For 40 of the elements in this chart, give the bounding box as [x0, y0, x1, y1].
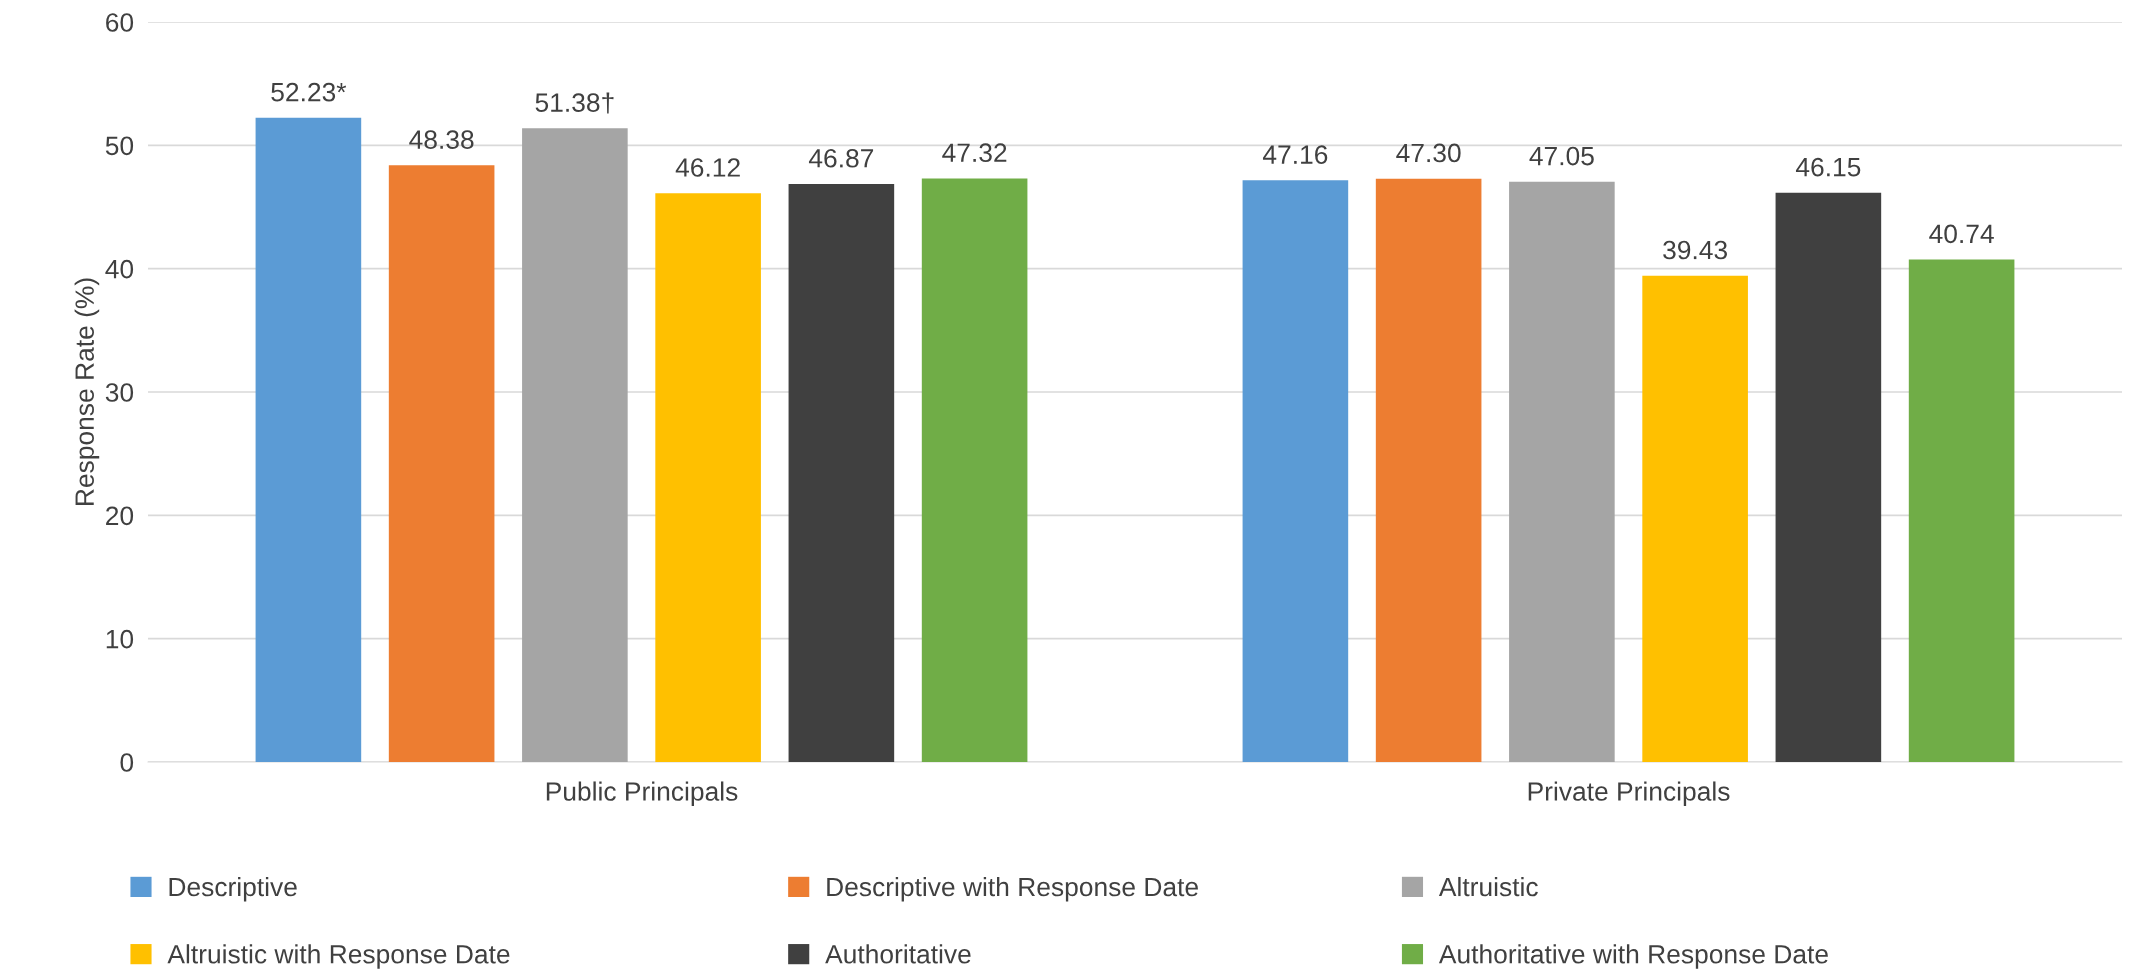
- bar: [522, 128, 628, 762]
- data-label: 52.23*: [271, 82, 347, 102]
- x-tick-label: Public Principals: [546, 781, 738, 807]
- data-label: 46.87: [808, 148, 874, 168]
- y-tick-label: 0: [120, 753, 134, 772]
- bar: [655, 193, 761, 762]
- bar: [921, 178, 1028, 762]
- legend-label: Authoritative: [825, 944, 971, 964]
- x-tick-label: Private Principals: [1528, 781, 1730, 807]
- y-axis-title: Response Rate (%): [74, 278, 100, 505]
- bar: [1375, 178, 1482, 762]
- y-tick-label: 10: [106, 629, 134, 649]
- bar: [788, 183, 895, 762]
- bar: [1509, 181, 1615, 762]
- data-label: 48.38: [409, 130, 474, 149]
- data-label: 39.43: [1663, 240, 1727, 260]
- data-label: 47.05: [1529, 146, 1594, 166]
- legend-label: Descriptive with Response Date: [827, 876, 1198, 902]
- bar: [388, 165, 495, 762]
- y-tick-label: 20: [106, 506, 134, 526]
- bar: [1642, 275, 1748, 762]
- data-label: 47.32: [942, 143, 1007, 163]
- data-label: 40.74: [1929, 224, 1994, 244]
- data-label: 46.12: [675, 158, 740, 177]
- legend-label: Descriptive: [169, 876, 297, 902]
- data-label: 51.38†: [535, 92, 614, 114]
- bar: [1775, 192, 1882, 762]
- legend-label: Authoritative with Response Date: [1438, 944, 1828, 969]
- legend-label: Altruistic with Response Date: [167, 944, 510, 969]
- y-tick-label: 50: [105, 136, 134, 156]
- y-tick-label: 60: [106, 13, 134, 32]
- legend-label: Altruistic: [1438, 876, 1538, 897]
- bar: [1908, 259, 2015, 762]
- data-label: 47.30: [1396, 143, 1461, 163]
- data-label: 47.16: [1262, 145, 1328, 165]
- bar: [1242, 180, 1349, 762]
- data-label: 46.15: [1795, 157, 1861, 177]
- y-tick-label: 30: [105, 383, 134, 402]
- y-tick-label: 40: [105, 259, 134, 279]
- bar: [255, 117, 362, 762]
